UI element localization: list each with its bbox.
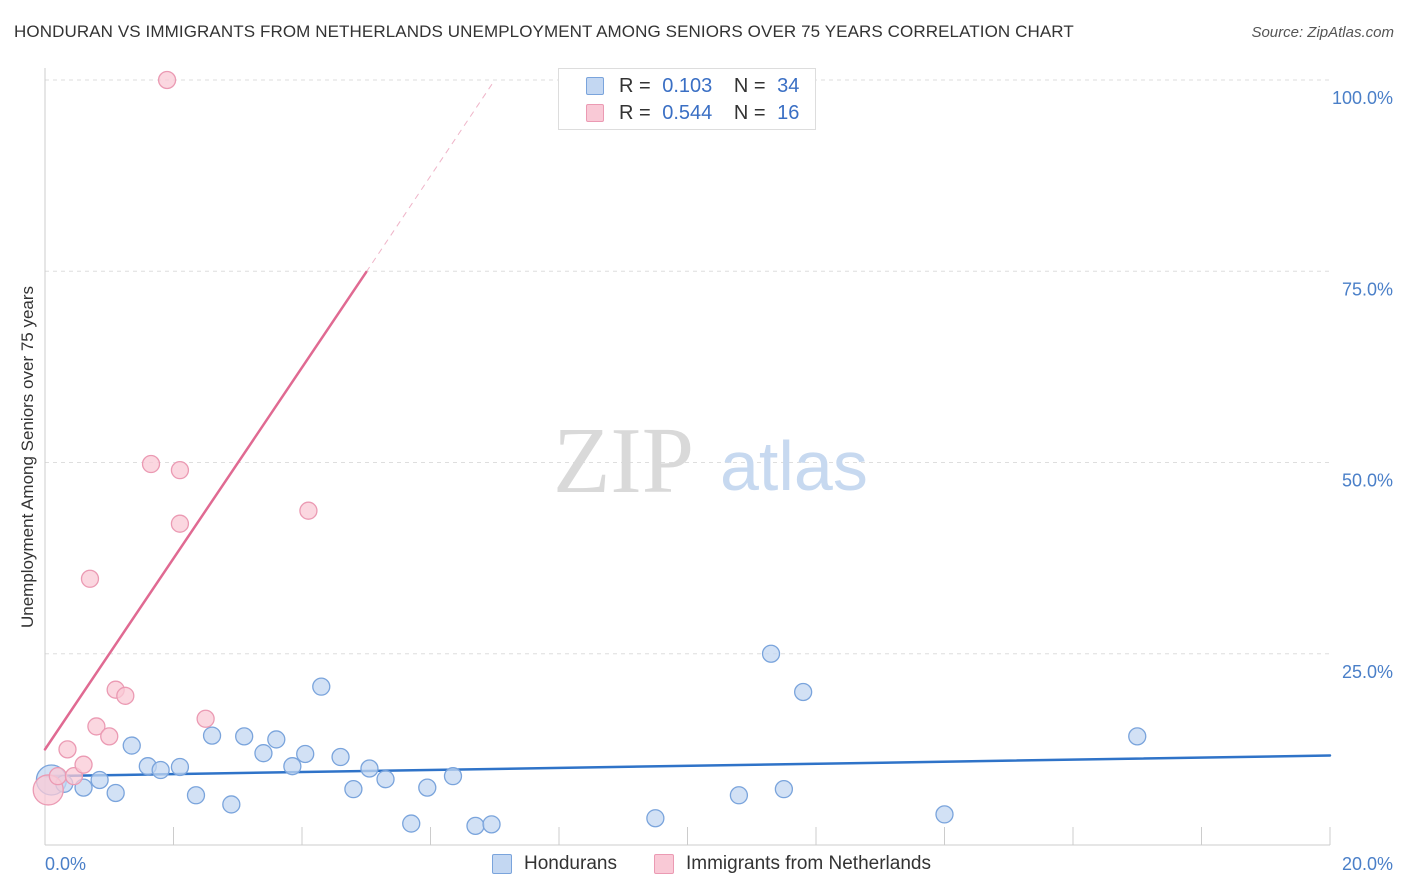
netherlands-point: [100, 727, 119, 746]
stats-legend-box: R = 0.103 N = 34 R = 0.544 N = 16: [558, 68, 816, 130]
hondurans-trend-line: [43, 754, 1332, 778]
legend-label: Hondurans: [524, 853, 617, 874]
stats-n-label: N =: [733, 102, 766, 124]
netherlands-point: [299, 501, 318, 520]
trend-layer: [43, 79, 1332, 778]
y-axis-label: Unemployment Among Seniors over 75 years: [18, 286, 37, 628]
netherlands-point: [170, 514, 190, 533]
hondurans-point: [151, 760, 170, 780]
hondurans-point: [283, 757, 302, 776]
netherlands-point: [170, 460, 190, 480]
chart-title: HONDURAN VS IMMIGRANTS FROM NETHERLANDS …: [14, 22, 1074, 41]
grid-layer: [45, 79, 1330, 655]
chart-legend: Hondurans Immigrants from Netherlands: [0, 850, 1406, 880]
legend-swatch-pink: [654, 854, 674, 874]
hondurans-point: [331, 747, 350, 767]
netherlands-point: [157, 70, 177, 90]
points-layer: [32, 70, 1147, 836]
stats-r-label: R =: [619, 75, 651, 97]
y-tick-label: 100.0%: [1332, 88, 1393, 108]
hondurans-point: [443, 767, 463, 786]
netherlands-point: [58, 740, 77, 759]
hondurans-point: [794, 682, 813, 702]
hondurans-point: [761, 644, 781, 663]
hondurans-point: [202, 726, 222, 745]
hondurans-point: [646, 809, 665, 828]
y-tick-label: 75.0%: [1342, 279, 1393, 299]
watermark-atlas: atlas: [720, 427, 868, 505]
hondurans-point: [1128, 727, 1147, 746]
stats-r-label: R =: [619, 102, 651, 124]
x-tick-label: 20.0%: [1342, 854, 1393, 874]
hondurans-point: [312, 677, 331, 696]
y-tick-label: 50.0%: [1342, 471, 1393, 491]
hondurans-point: [729, 786, 749, 805]
watermark: ZIP atlas: [553, 409, 868, 513]
netherlands-point: [48, 767, 67, 786]
hondurans-point: [402, 814, 421, 833]
legend-swatch-blue: [492, 854, 512, 874]
hondurans-point: [235, 727, 254, 746]
axis-layer: [44, 68, 1331, 846]
hondurans-point: [466, 816, 485, 836]
hondurans-point: [186, 786, 206, 805]
stats-n-label: N =: [733, 75, 766, 97]
netherlands-point: [116, 686, 135, 705]
stats-n-value: 34: [777, 75, 800, 97]
hondurans-point: [774, 780, 794, 799]
hondurans-point: [254, 744, 273, 763]
stats-swatch-pink: [586, 104, 604, 122]
chart-source: Source: ZipAtlas.com: [1251, 24, 1394, 41]
stats-n-value: 16: [777, 102, 800, 124]
netherlands-trend-line: [43, 270, 368, 751]
hondurans-point: [106, 783, 125, 803]
netherlands-point: [80, 569, 100, 588]
netherlands-point: [196, 709, 215, 728]
hondurans-point: [170, 757, 190, 777]
hondurans-point: [935, 805, 954, 824]
netherlands-trend-extension: [365, 79, 496, 273]
hondurans-point: [296, 744, 315, 764]
tick-label-layer: 25.0% 50.0% 75.0% 100.0% 0.0% 20.0%: [45, 88, 1393, 874]
hondurans-point: [482, 815, 501, 834]
hondurans-point: [360, 759, 379, 778]
hondurans-point: [90, 770, 109, 790]
watermark-zip: ZIP: [553, 409, 694, 513]
netherlands-point: [74, 755, 93, 774]
hondurans-point: [267, 730, 286, 749]
stats-r-value: 0.544: [662, 102, 713, 124]
hondurans-point: [376, 770, 395, 789]
hondurans-point: [418, 778, 437, 797]
y-tick-label: 25.0%: [1342, 662, 1393, 682]
hondurans-point: [222, 795, 241, 814]
stats-swatch-blue: [586, 77, 604, 95]
x-tick-label: 0.0%: [45, 854, 86, 874]
netherlands-point: [141, 454, 161, 474]
legend-label: Immigrants from Netherlands: [686, 853, 931, 874]
stats-r-value: 0.103: [662, 75, 713, 97]
hondurans-point: [344, 780, 363, 799]
hondurans-point: [122, 736, 141, 755]
netherlands-point: [87, 717, 106, 736]
